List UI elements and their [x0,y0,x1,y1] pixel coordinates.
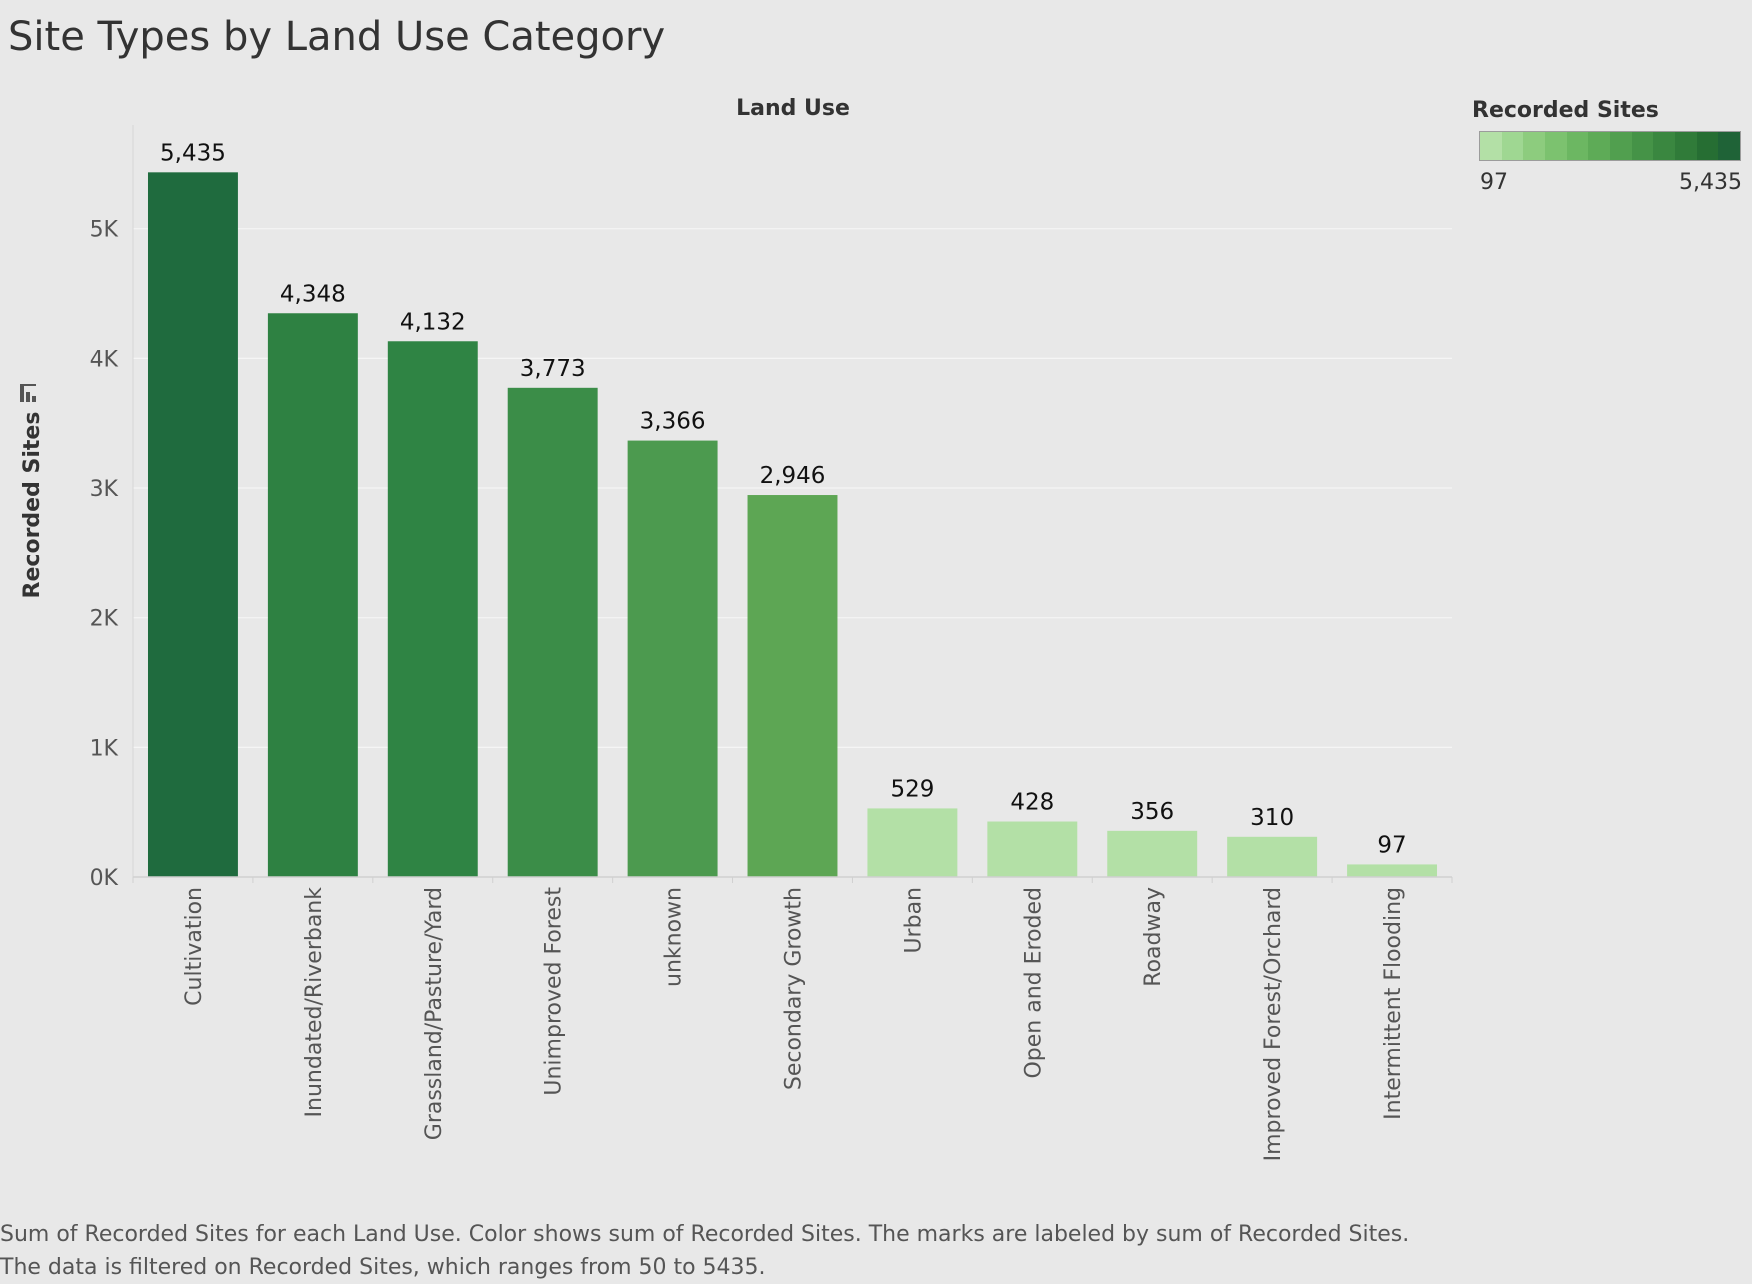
legend-ramp-step [1501,132,1524,160]
bar[interactable] [387,341,478,877]
sort-descending-icon[interactable] [20,384,36,402]
x-tick-label: unknown [662,887,687,987]
x-tick-label: Intermittent Flooding [1381,887,1406,1120]
bar[interactable] [267,313,358,878]
bar-value-label: 3,773 [520,356,586,382]
legend-ramp-step [1610,132,1632,160]
bar-value-label: 529 [890,776,934,802]
legend-ramp-step [1718,132,1741,160]
y-axis-title: Recorded Sites [20,412,45,599]
y-tick-label: 4K [90,347,119,372]
legend-ramp-step [1566,132,1589,160]
axes: 0K 1K 2K 3K 4K 5K Cultivation Inundated/Riverba… [90,125,1453,1161]
bar-value-label: 428 [1010,790,1054,816]
bar[interactable] [1227,836,1318,877]
legend-title: Recorded Sites [1472,98,1659,123]
bar-value-label: 356 [1130,799,1174,825]
bar-value-label: 2,946 [760,463,826,489]
y-tick-label: 0K [90,866,119,891]
x-tick-label: Secondary Growth [782,887,807,1090]
bars: 5,435 4,348 4,132 3,773 3,366 2,946 529 428 356 3… [147,140,1438,878]
x-tick-label: Urban [901,887,926,954]
y-tick-label: 2K [90,607,119,632]
legend-ramp-step [1588,132,1611,160]
bar[interactable] [987,821,1078,877]
bar[interactable] [867,808,958,877]
x-axis-title: Land Use [736,96,850,121]
bar[interactable] [1107,830,1198,877]
x-tick-label: Open and Eroded [1021,887,1046,1079]
bar[interactable] [147,172,238,877]
legend-ramp-step [1631,132,1654,160]
legend-ramp-step [1523,132,1546,160]
legend-min-label: 97 [1480,170,1508,195]
legend-ramp-step [1545,132,1567,160]
legend-max-label: 5,435 [1679,170,1742,195]
bar-value-label: 4,348 [280,281,346,307]
legend-ramp-step [1480,132,1502,160]
legend-ramp-step [1653,132,1676,160]
x-tick-label: Grassland/Pasture/Yard [422,887,447,1140]
caption-line-2: The data is filtered on Recorded Sites, … [0,1255,766,1280]
x-tick-label: Unimproved Forest [542,887,567,1096]
bar[interactable] [627,440,718,877]
bar[interactable] [507,387,598,877]
chart-title: Site Types by Land Use Category [8,14,666,60]
x-tick-label: Roadway [1141,887,1166,987]
legend-ramp-step [1675,132,1697,160]
legend-ramp-step [1696,132,1719,160]
chart-caption: Sum of Recorded Sites for each Land Use.… [0,1218,1740,1284]
caption-line-1: Sum of Recorded Sites for each Land Use.… [0,1222,1410,1247]
bar[interactable] [1347,864,1438,877]
bar-value-label: 5,435 [160,140,226,166]
bar-value-label: 3,366 [640,409,706,435]
x-tick-label: Inundated/Riverbank [302,887,327,1118]
bar-value-label: 4,132 [400,309,466,335]
x-tick-label: Improved Forest/Orchard [1261,887,1286,1161]
bar-value-label: 97 [1377,832,1406,858]
y-tick-label: 3K [90,477,119,502]
bar[interactable] [747,495,838,877]
y-tick-label: 1K [90,736,119,761]
color-legend-ramp [1479,131,1741,161]
y-tick-label: 5K [90,218,119,243]
x-tick-label: Cultivation [182,887,207,1006]
bar-value-label: 310 [1250,805,1294,831]
